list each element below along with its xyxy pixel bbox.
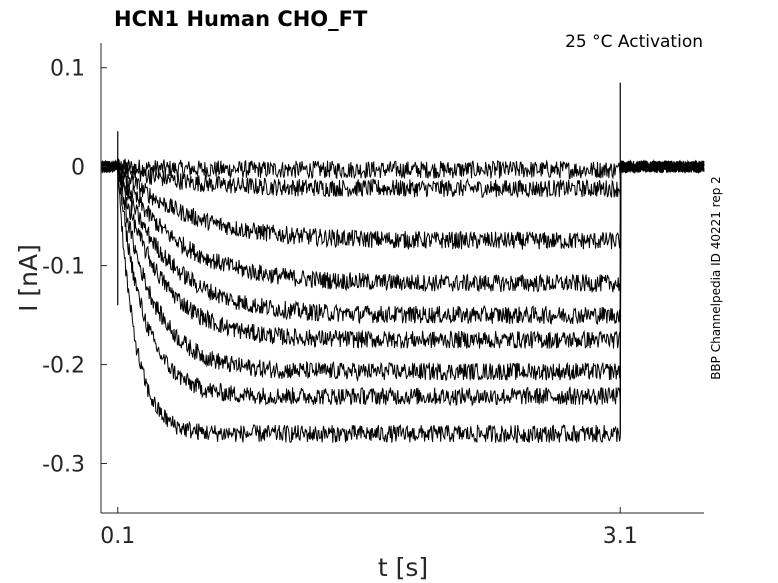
trace-group [100,82,705,444]
current-trace-1 [100,157,705,180]
current-trace-7 [100,160,705,383]
current-trace-2 [100,158,705,198]
y-tick-label-5: -0.3 [42,453,85,478]
current-trace-9 [100,159,705,444]
x-tick-label-1: 0.1 [100,524,135,549]
x-axis-label: t [s] [378,553,428,582]
current-trace-5 [100,158,705,325]
current-trace-6 [100,159,705,349]
y-tick-label-1: 0.1 [50,57,85,82]
x-tick-label-2: 3.1 [603,524,638,549]
current-trace-8 [100,158,705,407]
tick-labels: 0.1 0 -0.1 -0.2 -0.3 0.1 3.1 [42,57,638,549]
current-trace-4 [100,159,705,293]
chart-title: HCN1 Human CHO_FT [114,7,368,31]
y-tick-label-2: 0 [71,156,85,181]
y-tick-label-4: -0.2 [42,354,85,379]
channelpedia-id-label: BBP Channelpedia ID 40221 rep 2 [709,176,723,380]
y-tick-label-3: -0.1 [42,255,85,280]
current-trace-3 [100,160,705,251]
y-axis-label: I [nA] [14,244,43,312]
axes [100,43,704,514]
condition-annotation: 25 °C Activation [565,32,703,52]
